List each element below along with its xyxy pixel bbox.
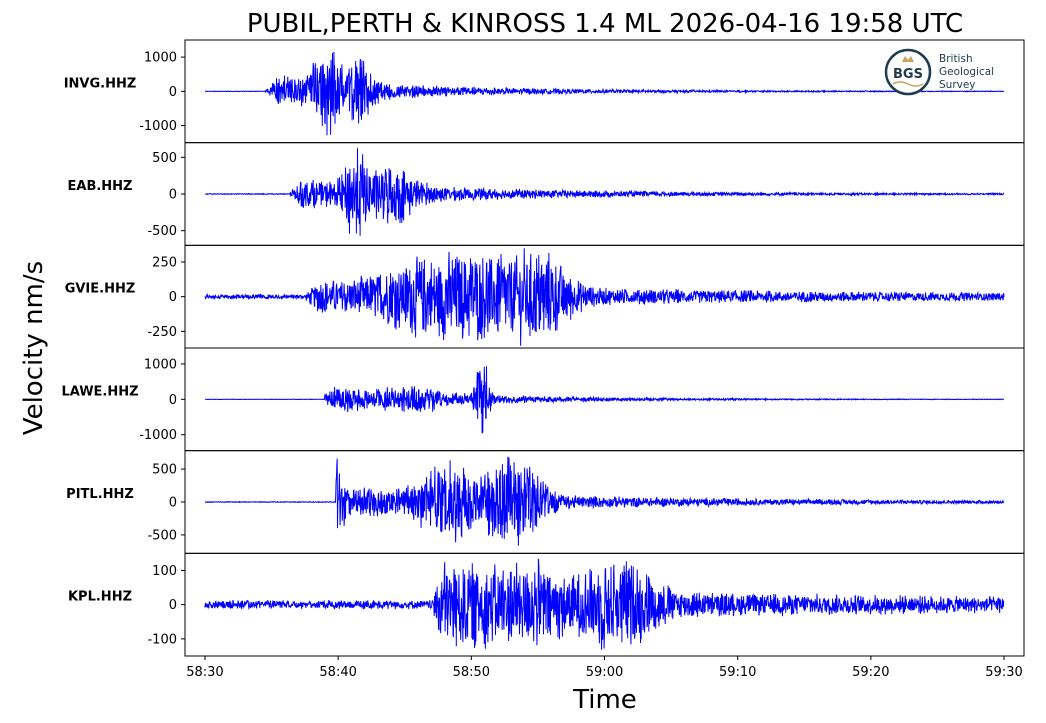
panel-pitl-hhz: 500 0 -500 PITL.HHZ — [66, 450, 1025, 554]
y-tick-label: -500 — [147, 224, 177, 239]
x-tick-label: 59:20 — [852, 665, 889, 680]
x-axis: 58:30 58:40 58:50 59:00 59:10 59:20 59:30 — [186, 656, 1023, 680]
y-tick-label: 250 — [152, 255, 177, 270]
y-tick-label: 0 — [169, 496, 177, 511]
logo-line-1: British — [939, 53, 973, 65]
station-label: KPL.HHZ — [68, 590, 132, 605]
y-axis-title: Velocity nm/s — [19, 261, 49, 435]
waveform-trace — [204, 558, 1005, 650]
trace-panels: 10000-1000INVG.HHZ5000-500EAB.HHZ2500-25… — [61, 39, 1025, 657]
y-tick-label: -1000 — [139, 119, 177, 134]
y-tick-label: 1000 — [144, 51, 177, 66]
logo-crown-icon — [902, 56, 914, 62]
x-tick-label: 59:30 — [985, 665, 1022, 680]
x-tick-label: 59:00 — [586, 665, 623, 680]
panel-kpl-hhz: 100 0 -100 KPL.HHZ — [68, 552, 1025, 657]
waveform-trace — [204, 248, 1005, 346]
x-tick-label: 58:50 — [453, 665, 490, 680]
logo-waves — [892, 81, 924, 87]
bgs-logo: BGS British Geological Survey — [884, 48, 994, 96]
waveform-trace — [204, 456, 1005, 546]
logo-line-3: Survey — [939, 79, 976, 91]
y-tick-label: 1000 — [144, 357, 177, 372]
station-label: GVIE.HHZ — [65, 282, 136, 297]
waveform-trace — [204, 366, 1004, 434]
y-tick-label: 0 — [169, 188, 177, 203]
y-tick-label: 0 — [169, 85, 177, 100]
station-label: EAB.HHZ — [68, 179, 133, 194]
station-label: LAWE.HHZ — [61, 384, 138, 399]
x-tick-label: 59:10 — [719, 665, 756, 680]
panel-gvie-hhz: 250 0 -250 GVIE.HHZ — [65, 244, 1025, 349]
y-tick-label: -1000 — [139, 428, 177, 443]
station-label: PITL.HHZ — [66, 487, 134, 502]
y-tick-label: 0 — [169, 598, 177, 613]
waveform-trace — [204, 148, 1005, 236]
x-tick-label: 58:30 — [186, 665, 223, 680]
y-tick-label: 500 — [152, 151, 177, 166]
panel-eab-hhz: 500 0 -500 EAB.HHZ — [68, 142, 1025, 246]
x-axis-title: Time — [572, 685, 637, 715]
x-tick-label: 58:40 — [319, 665, 356, 680]
y-tick-label: -500 — [147, 528, 177, 543]
panel-lawe-hhz: 1000 0 -1000 LAWE.HHZ — [61, 347, 1025, 452]
y-tick-label: -250 — [147, 325, 177, 340]
chart-title: PUBIL,PERTH & KINROSS 1.4 ML 2026-04-16 … — [247, 9, 963, 39]
y-tick-label: 0 — [169, 393, 177, 408]
panel-invg-hhz: 1000 0 -1000 INVG.HHZ — [64, 39, 1025, 144]
waveform-trace — [205, 51, 1005, 136]
logo-initials: BGS — [893, 67, 923, 82]
y-tick-label: 100 — [152, 564, 177, 579]
station-label: INVG.HHZ — [64, 76, 137, 91]
y-tick-label: 0 — [169, 290, 177, 305]
logo-line-2: Geological — [939, 66, 994, 78]
y-tick-label: -100 — [147, 632, 177, 647]
y-tick-label: 500 — [152, 463, 177, 478]
